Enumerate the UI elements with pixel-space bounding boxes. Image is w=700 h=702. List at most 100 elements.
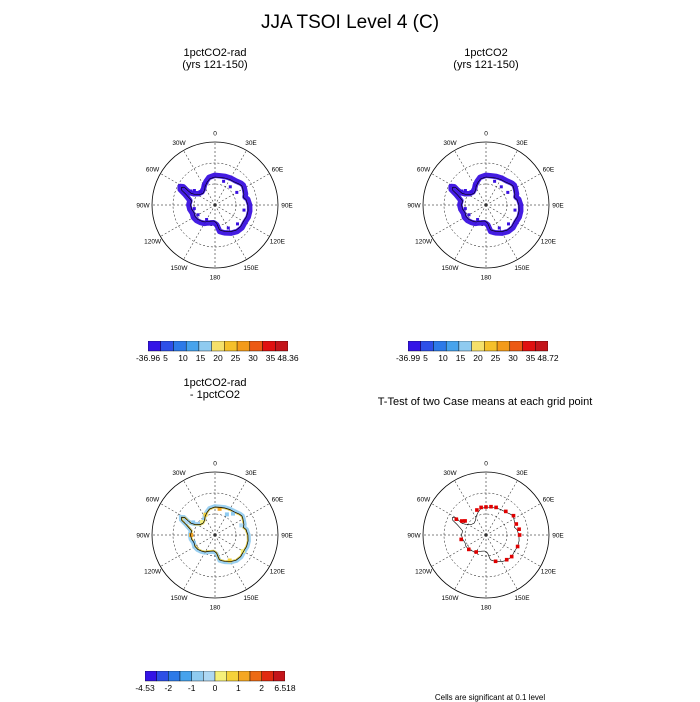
field-cell: [203, 512, 208, 517]
field-cell: [185, 520, 190, 524]
labelbar-box: [458, 341, 472, 352]
panel-2-subtitle: (yrs 121-150): [453, 59, 519, 71]
labelbar-label: 48.72: [537, 353, 559, 363]
significant-cell: [489, 504, 493, 509]
labelbar-box: [273, 671, 285, 682]
lon-label: 60W: [146, 497, 160, 504]
field-cell: [463, 189, 467, 192]
significant-cell: [504, 557, 509, 562]
significant-cell: [479, 505, 483, 510]
labelbar-box: [145, 671, 157, 682]
labelbar-2: [408, 341, 548, 352]
lon-label: 30W: [172, 470, 186, 477]
significant-cell: [509, 554, 514, 559]
labelbar-label: 15: [195, 353, 206, 363]
labelbar-box: [173, 341, 187, 352]
labelbar-box: [433, 341, 447, 352]
lon-label: 150W: [171, 595, 189, 602]
lon-label: 120E: [541, 239, 557, 246]
lon-label: 180: [210, 605, 221, 612]
lon-label: 60E: [543, 497, 555, 504]
lon-label: 0: [484, 131, 488, 138]
labelbar-box: [262, 341, 276, 352]
panel-title-1: 1pctCO2-rad (yrs 121-150): [105, 47, 325, 71]
significant-cell: [459, 537, 463, 542]
field-cell: [476, 218, 480, 221]
field-cell: [497, 226, 501, 230]
field-cell: [202, 184, 206, 188]
lon-label: 150W: [442, 595, 460, 602]
labelbar-box: [238, 671, 251, 682]
lon-label: 0: [213, 461, 217, 468]
field-cell: [242, 208, 246, 212]
lon-label: 90E: [281, 203, 293, 210]
lon-label: 90W: [136, 533, 150, 540]
labelbar-label: 15: [455, 353, 466, 363]
labelbar-label: 1: [235, 683, 241, 693]
lon-label: 120E: [270, 569, 286, 576]
lon-label: 30W: [443, 140, 457, 147]
field-cell: [469, 190, 473, 194]
labelbar-label: 48.36: [277, 353, 299, 363]
labelbar-label: 5: [423, 353, 428, 363]
lon-label: 120E: [270, 239, 286, 246]
labelbar-label: 35: [265, 353, 276, 363]
labelbar-box: [509, 341, 523, 352]
labelbar-box: [420, 341, 434, 352]
labelbar-1: [148, 341, 288, 352]
labelbar-label: 20: [213, 353, 223, 363]
field-cell: [473, 184, 477, 188]
significant-cell: [484, 505, 488, 509]
field-cell: [507, 222, 510, 226]
field-cell: [189, 189, 193, 193]
panel-title-2: 1pctCO2 (yrs 121-150): [376, 47, 596, 71]
panel-title-3: 1pctCO2-rad - 1pctCO2: [105, 377, 325, 401]
panel-1-title: 1pctCO2-rad: [183, 47, 247, 59]
labelbar-label: -2: [164, 683, 173, 693]
lon-label: 120W: [144, 239, 162, 246]
labelbar-box: [156, 671, 169, 682]
lon-label: 150E: [243, 595, 259, 602]
field-cell: [463, 207, 467, 211]
field-cell: [228, 185, 232, 189]
lon-label: 60E: [272, 167, 284, 174]
significant-cell: [494, 505, 498, 510]
field-cell: [227, 558, 232, 563]
significant-cell: [517, 527, 521, 531]
labelbar-label: -4.53: [135, 683, 155, 693]
field-cell: [460, 189, 464, 193]
field-contour: [448, 172, 524, 236]
polar-map-4: 0 30E 60E 90E 120E 150E 180 150W 120W 90W 60W 30W: [407, 461, 564, 612]
field-cell: [499, 185, 503, 189]
significant-cell: [517, 533, 522, 537]
field-cell: [236, 222, 239, 226]
lon-label: 150E: [514, 265, 530, 272]
labelbar-label: 5: [163, 353, 168, 363]
labelbar-label: 25: [230, 353, 241, 363]
field-cell: [222, 179, 226, 183]
footnote: Cells are significant at 0.1 level: [434, 693, 546, 702]
labelbar-label: -36.99: [395, 353, 421, 363]
labelbar-box: [185, 341, 200, 352]
significant-cell: [460, 519, 464, 523]
lon-label: 0: [484, 461, 488, 468]
significant-cell: [504, 509, 508, 514]
field-cell: [198, 190, 202, 194]
field-contour: [177, 172, 253, 236]
field-cell: [506, 190, 510, 194]
panel-1-subtitle: (yrs 121-150): [182, 59, 248, 71]
labelbar-label: 10: [178, 353, 188, 363]
lon-label: 30E: [516, 140, 528, 147]
lon-label: 90W: [407, 533, 421, 540]
lon-label: 30E: [516, 470, 528, 477]
labelbar-box: [275, 341, 288, 352]
panel-2-title: 1pctCO2: [464, 47, 508, 59]
labelbar-box: [445, 341, 460, 352]
labelbar-box: [535, 341, 548, 352]
field-cell: [191, 520, 196, 525]
lon-label: 90E: [552, 533, 564, 540]
labelbar-box: [249, 341, 263, 352]
lon-label: 180: [210, 275, 221, 282]
lon-label: 60W: [417, 497, 431, 504]
significant-cell: [463, 519, 467, 523]
